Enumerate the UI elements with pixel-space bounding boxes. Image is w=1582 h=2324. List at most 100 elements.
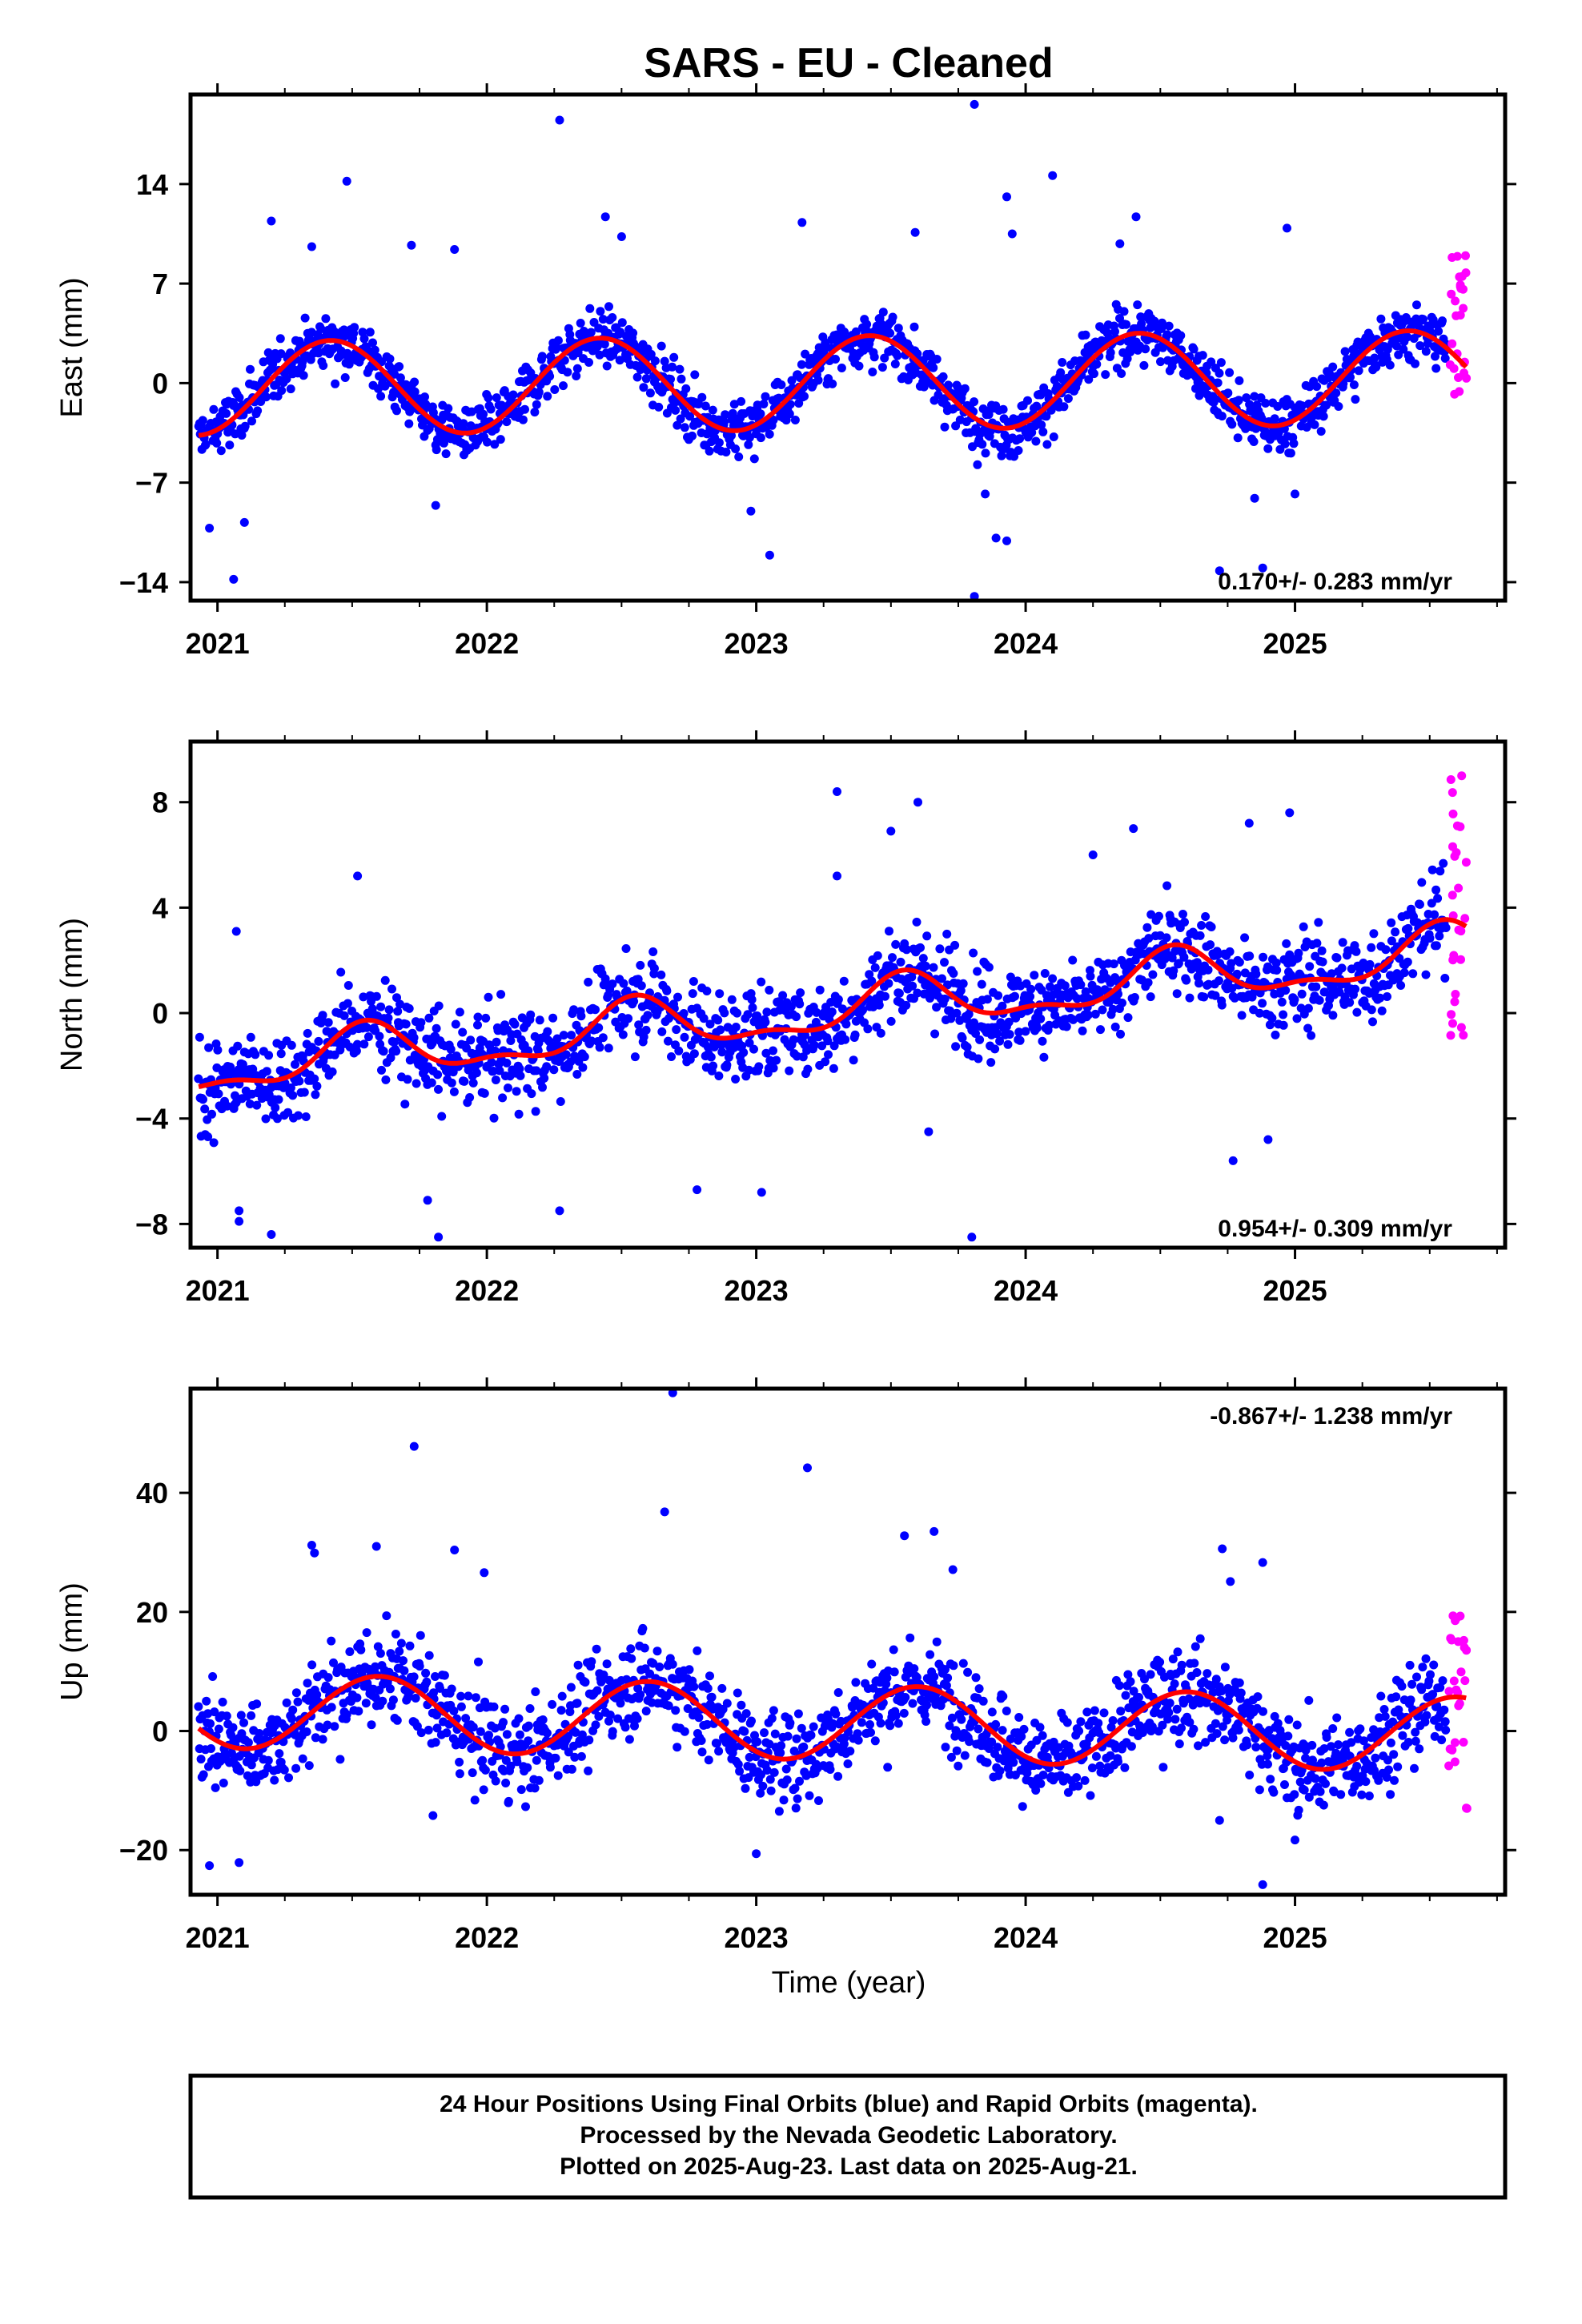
up-final-point [779, 1795, 789, 1805]
east-final-point [1280, 439, 1290, 448]
up-final-point [416, 1728, 426, 1738]
east-final-point [319, 361, 328, 370]
north-final-point [538, 1083, 547, 1092]
up-final-point [1291, 1835, 1299, 1845]
east-final-point [756, 409, 765, 419]
up-final-point [1165, 1699, 1174, 1708]
north-final-point [731, 1075, 741, 1084]
north-final-point [1417, 878, 1427, 887]
up-final-point [416, 1630, 425, 1640]
up-final-point [524, 1736, 533, 1746]
north-final-point [778, 991, 788, 1000]
east-final-point [885, 328, 895, 338]
east-final-point [756, 433, 765, 443]
up-final-point [1106, 1723, 1116, 1732]
north-final-point [1265, 1020, 1275, 1030]
up-final-point [474, 1657, 483, 1667]
north-final-point [1227, 983, 1237, 993]
east-final-point [1164, 321, 1174, 331]
east-final-point [1349, 380, 1359, 389]
north-final-point [1088, 850, 1098, 859]
up-final-point [1062, 1718, 1072, 1727]
up-final-point [1379, 1705, 1389, 1714]
north-final-point [1167, 953, 1177, 963]
up-final-point [853, 1729, 862, 1739]
up-rapid-point [1452, 1613, 1461, 1622]
east-final-point [1319, 412, 1328, 421]
north-final-point [1172, 989, 1182, 999]
up-final-point [632, 1714, 642, 1723]
east-final-point [1213, 378, 1223, 388]
up-final-point [777, 1741, 786, 1751]
north-final-point [231, 927, 241, 936]
up-final-point [548, 1699, 557, 1709]
up-final-point [1304, 1792, 1314, 1802]
east-final-point [765, 550, 774, 560]
east-final-point [880, 353, 889, 363]
north-final-point [636, 960, 645, 970]
east-final-point [1412, 300, 1421, 310]
north-final-point [549, 1065, 559, 1075]
north-final-point [1076, 980, 1086, 990]
north-final-point [1206, 940, 1215, 950]
north-final-point [643, 1011, 652, 1020]
up-final-point [282, 1698, 291, 1707]
north-y-tick-label: 4 [152, 891, 168, 924]
east-final-point [1014, 446, 1023, 455]
north-final-point [885, 927, 893, 936]
up-final-point [814, 1796, 823, 1805]
north-final-point [1162, 881, 1172, 891]
east-final-point [496, 435, 505, 444]
east-final-point [666, 375, 675, 384]
north-final-point [757, 1188, 766, 1197]
up-final-point [243, 1738, 253, 1747]
north-final-point [716, 1025, 725, 1035]
up-final-point [978, 1696, 988, 1706]
up-final-point [867, 1659, 877, 1669]
east-final-point [787, 376, 797, 385]
up-final-point [1357, 1790, 1367, 1799]
up-final-point [774, 1807, 784, 1816]
up-final-point [499, 1718, 508, 1727]
north-rapid-point [1456, 955, 1465, 964]
north-final-point [1086, 971, 1095, 981]
north-final-point [379, 1047, 388, 1056]
north-rapid-point [1456, 1023, 1466, 1032]
up-final-point [1243, 1740, 1252, 1750]
up-final-point [1195, 1634, 1205, 1643]
up-final-point [641, 1707, 651, 1716]
up-final-point [1218, 1722, 1227, 1731]
east-final-point [1234, 396, 1243, 405]
north-x-tick-label: 2025 [1263, 1274, 1327, 1307]
up-final-point [1172, 1704, 1182, 1714]
east-final-point [585, 304, 595, 313]
up-final-point [551, 1753, 560, 1763]
up-y-tick-label: 40 [136, 1477, 168, 1510]
up-final-point [1032, 1735, 1042, 1745]
north-final-point [294, 1111, 303, 1120]
up-final-point [392, 1715, 402, 1725]
up-final-point [475, 1703, 484, 1713]
north-final-point [908, 981, 917, 991]
up-final-point [891, 1711, 901, 1720]
north-final-point [310, 1074, 319, 1084]
up-final-point [371, 1542, 381, 1551]
east-final-point [1250, 493, 1259, 503]
north-final-point [867, 976, 877, 986]
north-final-point [888, 953, 897, 963]
north-final-point [841, 1019, 851, 1029]
north-rapid-point [1450, 851, 1460, 861]
up-final-point [571, 1727, 580, 1737]
east-final-point [586, 328, 596, 337]
up-final-point [270, 1775, 279, 1785]
north-final-point [1110, 1022, 1120, 1031]
up-final-point [208, 1672, 218, 1681]
up-final-point [1255, 1785, 1264, 1795]
north-rapid-point [1447, 891, 1457, 900]
north-final-point [1199, 992, 1209, 1002]
north-final-point [214, 1089, 223, 1099]
up-final-point [293, 1697, 303, 1707]
east-final-point [1015, 434, 1025, 444]
up-final-point [1376, 1691, 1386, 1701]
north-final-point [1245, 951, 1255, 961]
